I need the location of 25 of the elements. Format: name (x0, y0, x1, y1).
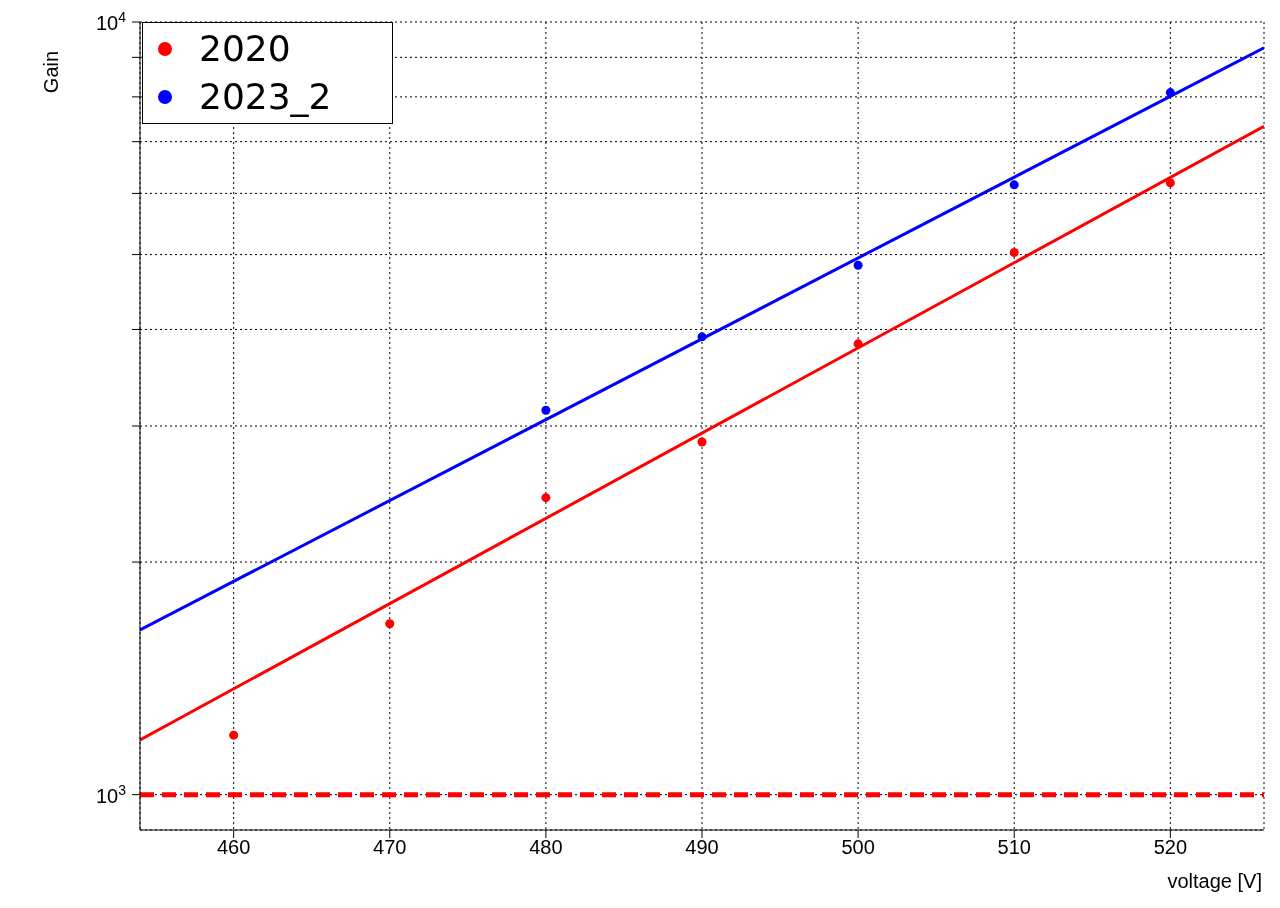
legend-label: 2023_2 (199, 75, 332, 119)
point (1009, 247, 1019, 257)
point (541, 493, 551, 503)
point (1165, 178, 1175, 188)
y-tick-label: 10$^{3}$ (95, 781, 127, 807)
x-tick-label: 470 (373, 836, 407, 859)
legend-label: 2020 (199, 27, 291, 71)
point (229, 730, 239, 740)
x-tick-label: 510 (997, 836, 1031, 859)
x-tick-label: 490 (685, 836, 719, 859)
point (697, 332, 707, 342)
x-axis-title: voltage [V] (1167, 870, 1262, 892)
point (1009, 180, 1019, 190)
point (541, 405, 551, 415)
x-tick-label: 500 (841, 836, 875, 859)
point (853, 260, 863, 270)
point (853, 339, 863, 349)
point (385, 619, 395, 629)
x-tick-label: 480 (529, 836, 563, 859)
x-tick-label: 460 (216, 836, 251, 859)
y-axis-title: Gain (40, 50, 62, 94)
y-tick-label: 10$^{4}$ (95, 9, 127, 34)
x-tick-label: 520 (1153, 836, 1188, 859)
point (697, 437, 707, 447)
point (1165, 88, 1175, 98)
